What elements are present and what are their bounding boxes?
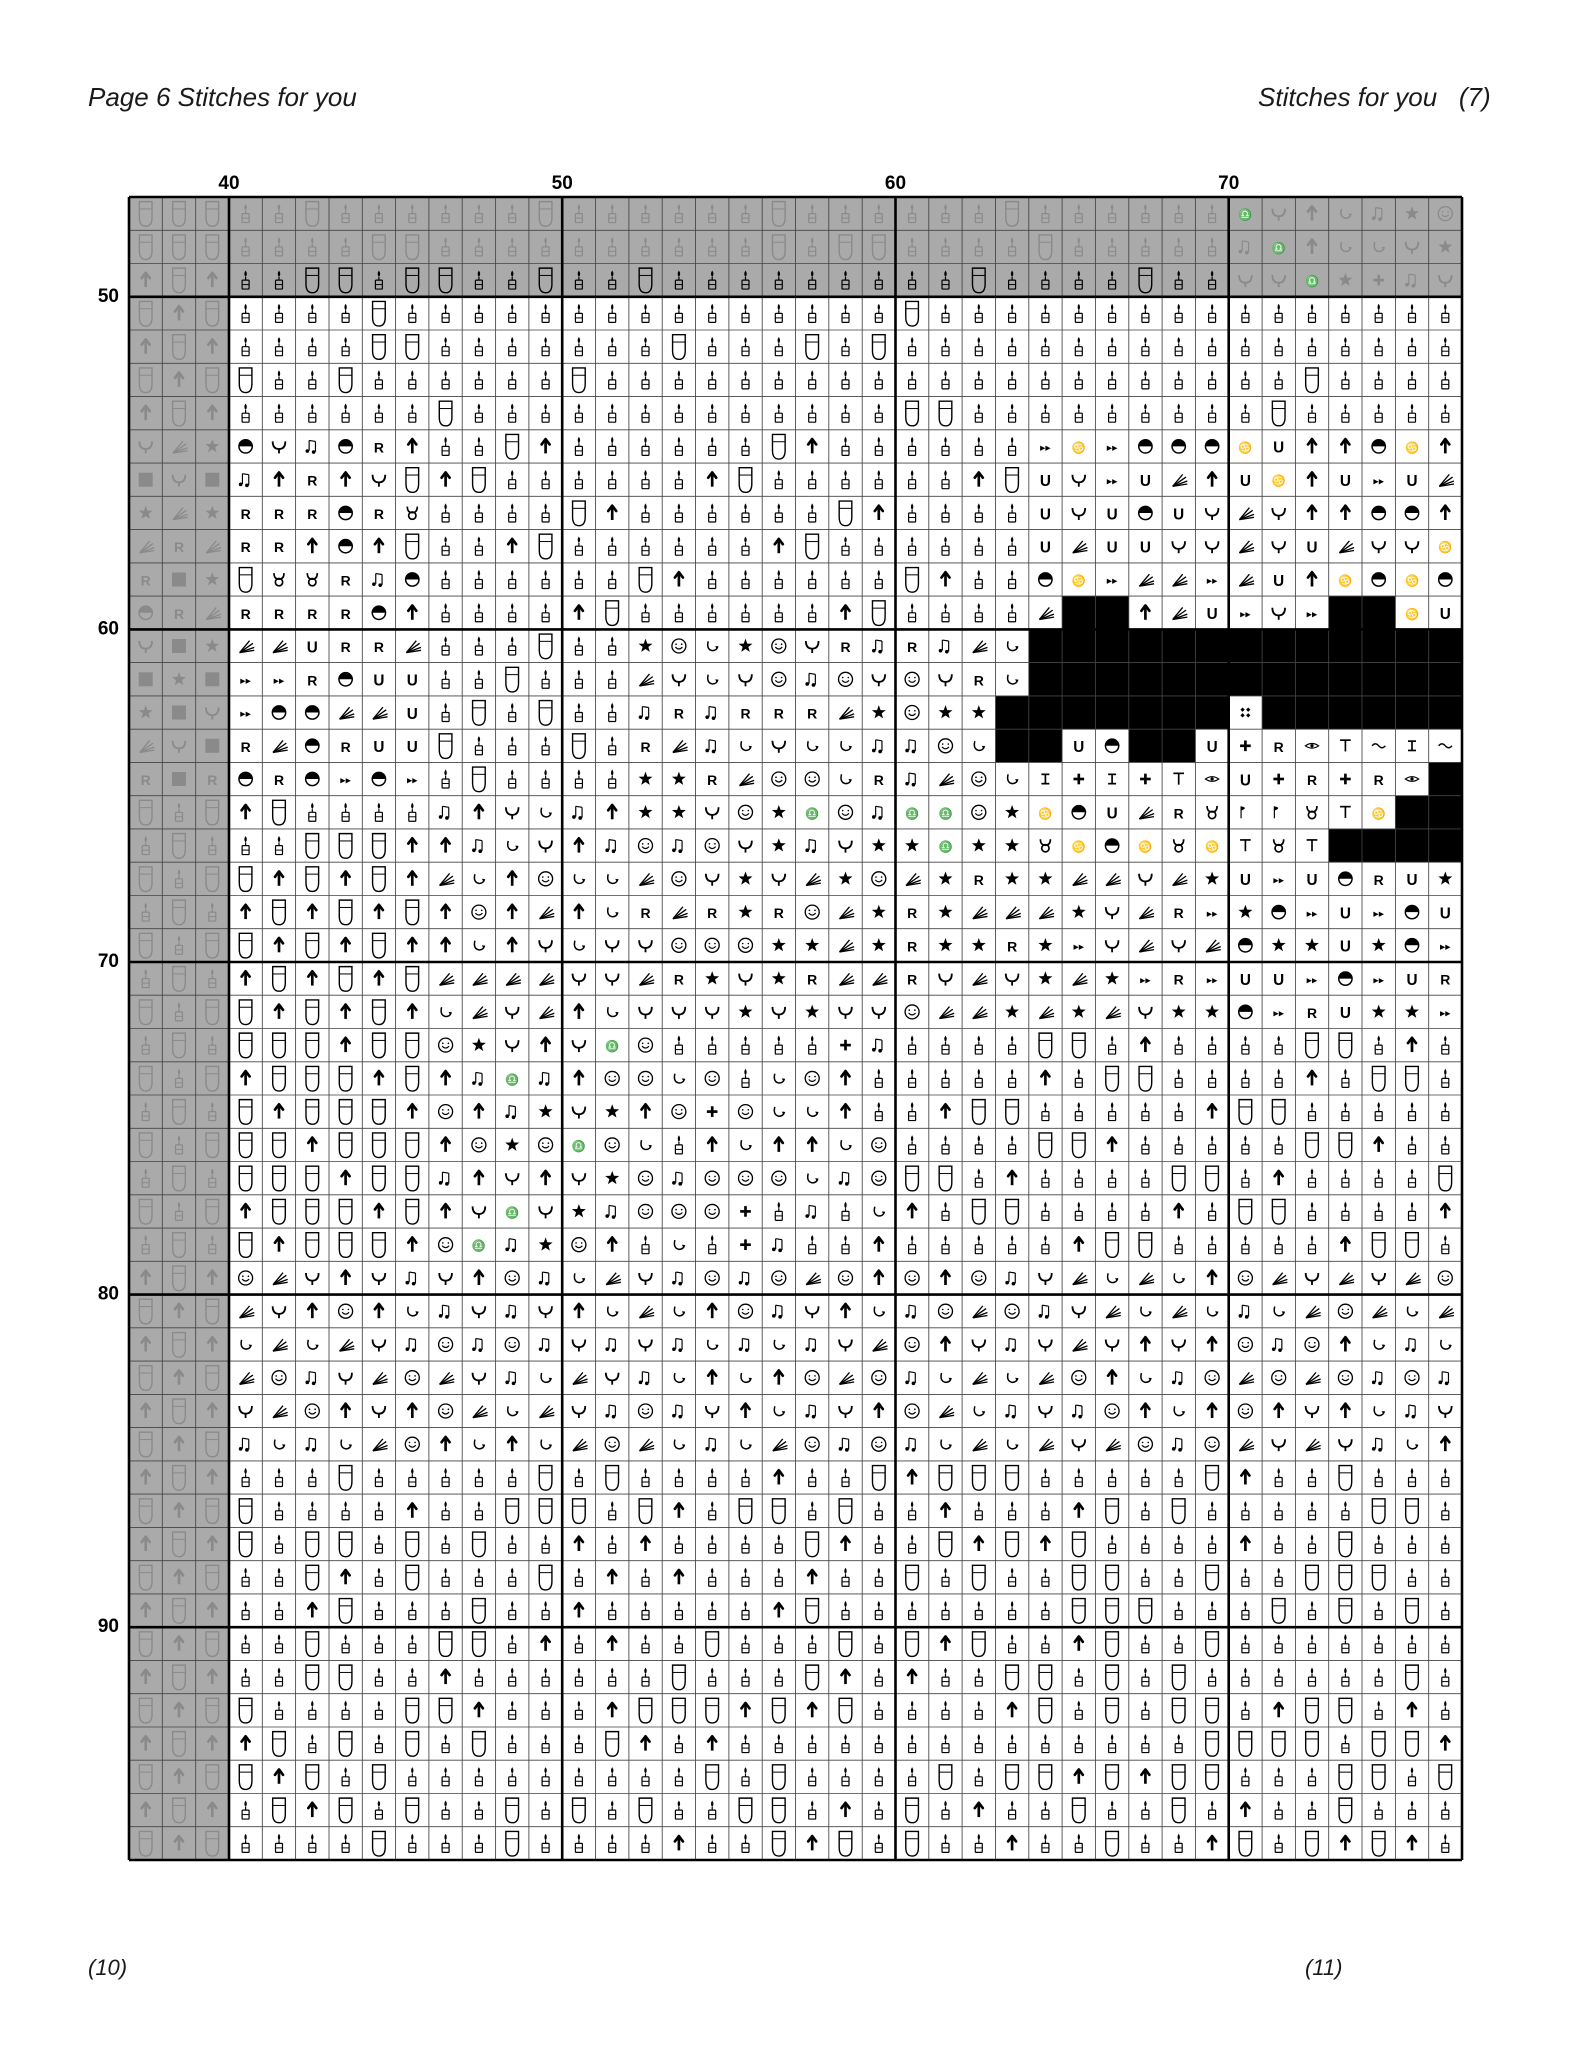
svg-text:50: 50 [552,173,573,194]
svg-text:70: 70 [1218,173,1239,194]
svg-text:90: 90 [98,1616,119,1637]
svg-text:60: 60 [885,173,906,194]
svg-text:70: 70 [98,951,119,972]
svg-text:60: 60 [98,618,119,639]
svg-text:50: 50 [98,286,119,307]
svg-text:80: 80 [98,1284,119,1305]
svg-text:40: 40 [218,173,239,194]
